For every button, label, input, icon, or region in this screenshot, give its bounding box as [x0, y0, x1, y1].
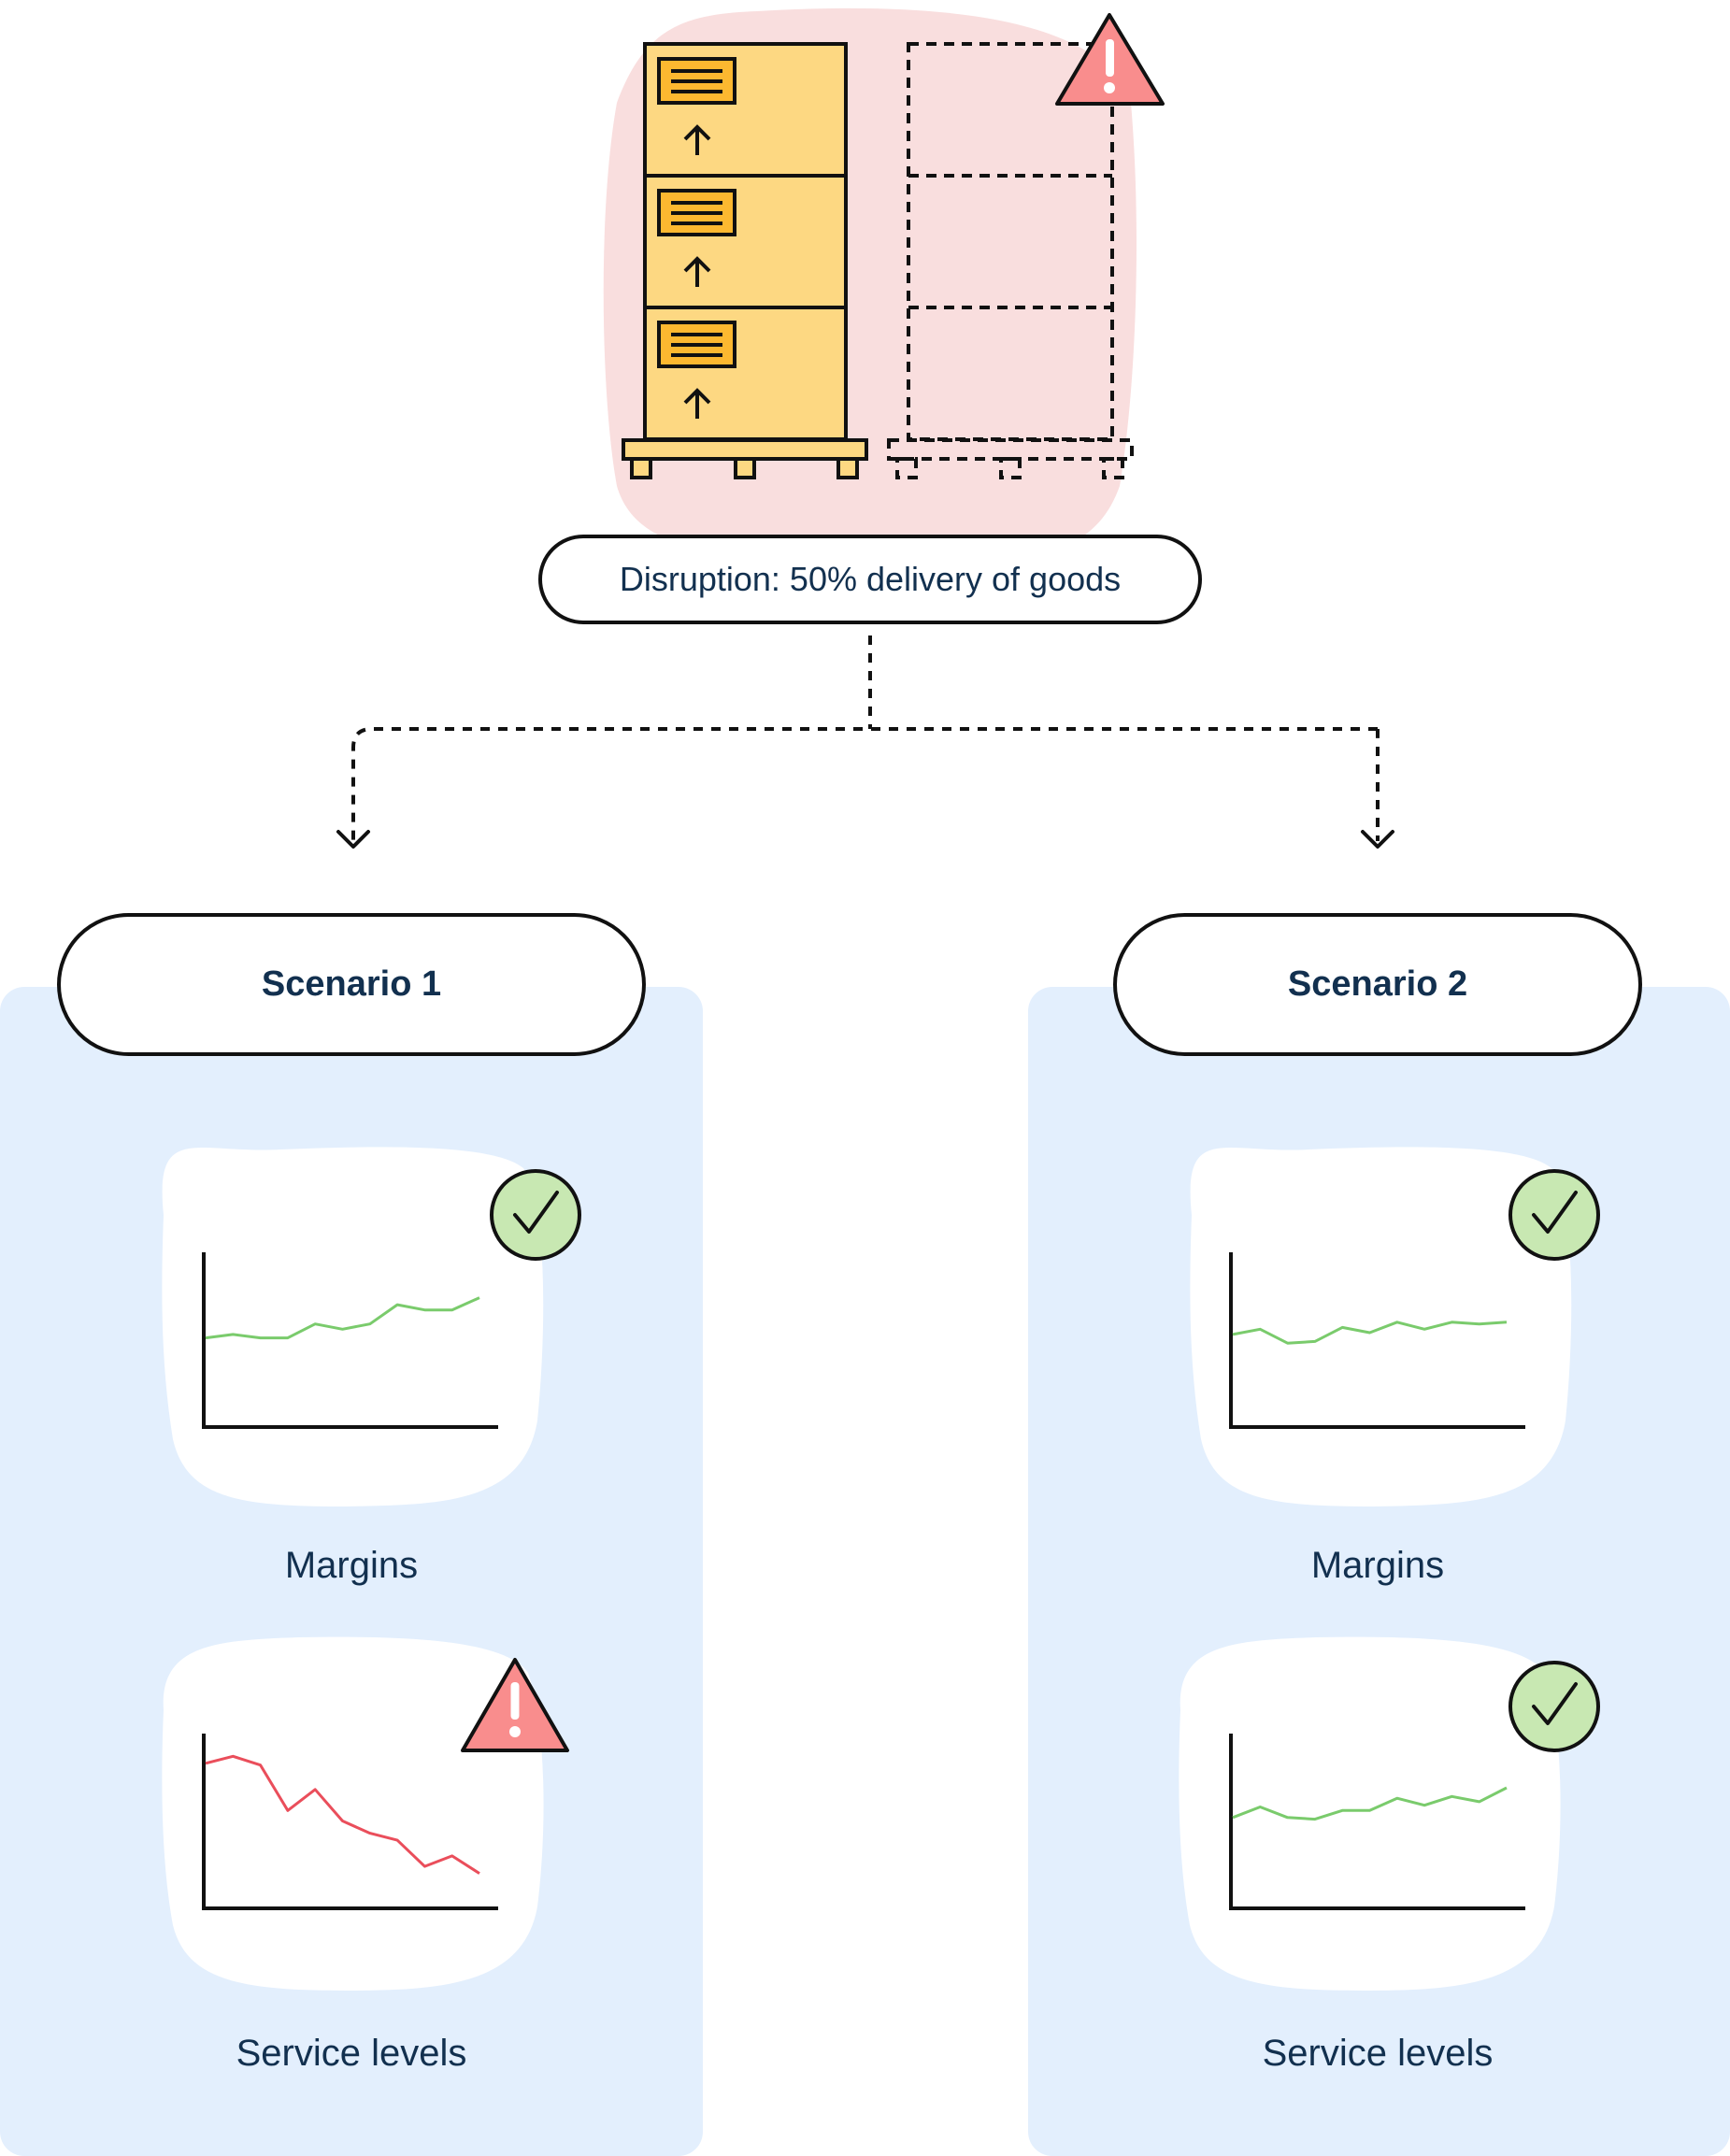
trend-line — [1232, 1321, 1508, 1345]
scenario-2-title: Scenario 2 — [1288, 964, 1467, 1004]
warning-icon — [461, 1658, 569, 1752]
scenario-2-title-pill — [1113, 913, 1642, 1056]
checkmark-icon — [1508, 1169, 1600, 1261]
checkmark-icon — [1508, 1661, 1600, 1752]
scenario-2-margins-label: Margins — [1311, 1545, 1444, 1586]
scenario-2-service-label: Service levels — [1263, 2033, 1494, 2074]
arrow-down-icon — [1361, 830, 1394, 849]
scenario-2-margins-card — [1190, 1147, 1572, 1506]
chart-axes — [1229, 1252, 1525, 1429]
branch-connector — [351, 635, 1380, 841]
scenario-1-margins-label: Margins — [285, 1545, 418, 1586]
chart-axes — [1229, 1734, 1525, 1910]
scenario-1-title-pill — [57, 913, 646, 1056]
trend-line — [205, 1754, 480, 1875]
disruption-label-pill — [538, 535, 1202, 624]
chart-axes — [202, 1252, 498, 1429]
arrowheads — [336, 830, 1394, 849]
trend-charts — [202, 1252, 1525, 1910]
scenario-2-service-card — [1179, 1636, 1561, 1991]
arrow-down-icon — [336, 830, 370, 849]
disruption-warning-icon — [1055, 13, 1165, 106]
scenario-1-service-card — [162, 1636, 544, 1991]
trend-line — [205, 1296, 480, 1340]
chart-axes — [202, 1734, 498, 1910]
missing-goods-outline — [887, 42, 1134, 479]
scenario-1-title: Scenario 1 — [262, 964, 441, 1004]
trend-line — [1232, 1786, 1508, 1821]
scenario-1-service-label: Service levels — [236, 2033, 467, 2074]
disruption-label: Disruption: 50% delivery of goods — [620, 560, 1121, 598]
checkmark-icon — [490, 1169, 581, 1261]
goods-pallet-icon — [622, 42, 868, 479]
